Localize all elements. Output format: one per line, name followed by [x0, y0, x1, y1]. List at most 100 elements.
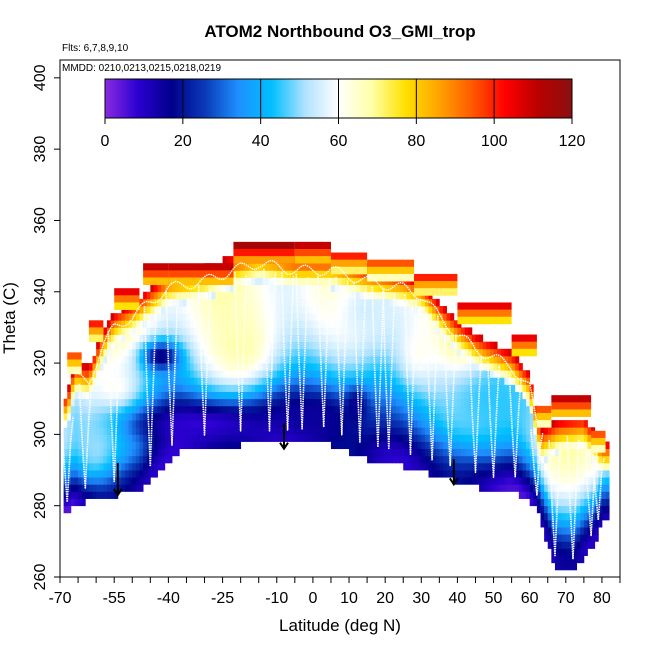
heatmap-cell	[132, 434, 137, 442]
heatmap-cell	[576, 477, 581, 485]
heatmap-cell	[143, 370, 148, 378]
heatmap-cell	[106, 377, 111, 385]
heatmap-cell	[421, 420, 426, 428]
heatmap-cell	[273, 313, 278, 321]
heatmap-cell	[164, 427, 169, 435]
heatmap-cell	[341, 398, 346, 407]
heatmap-cell	[74, 420, 79, 428]
heatmap-cell	[352, 412, 357, 421]
heatmap-cell	[381, 284, 386, 293]
heatmap-cell	[193, 334, 198, 343]
heatmap-cell	[146, 455, 151, 464]
heatmap-cell	[175, 427, 180, 435]
heatmap-cell	[294, 412, 299, 421]
heatmap-cell	[359, 348, 364, 357]
heatmap-cell	[330, 391, 335, 400]
heatmap-cell	[110, 398, 115, 407]
heatmap-cell	[500, 477, 505, 485]
heatmap-cell	[146, 291, 151, 300]
heatmap-cell	[540, 427, 545, 435]
heatmap-cell	[356, 441, 361, 450]
heatmap-cell	[294, 370, 299, 378]
heatmap-cell	[330, 291, 335, 300]
heatmap-cell	[417, 398, 422, 407]
heatmap-cell	[388, 355, 393, 364]
heatmap-cell	[316, 320, 321, 328]
heatmap-cell	[110, 484, 115, 492]
heatmap-cell	[316, 348, 321, 357]
heatmap-cell	[518, 391, 523, 400]
heatmap-cell	[457, 398, 462, 407]
heatmap-cell	[551, 505, 556, 514]
heatmap-cell	[302, 334, 307, 343]
heatmap-cell	[81, 441, 86, 450]
heatmap-cell	[565, 427, 570, 435]
y-tick-label: 360	[32, 207, 49, 234]
heatmap-cell	[74, 455, 79, 464]
heatmap-cell	[504, 484, 509, 492]
heatmap-cell	[345, 391, 350, 400]
heatmap-cell	[110, 370, 115, 378]
heatmap-cell	[200, 313, 205, 321]
heatmap-cell	[504, 420, 509, 428]
heatmap-cell	[367, 306, 372, 314]
heatmap-cell	[374, 384, 379, 392]
heatmap-cell	[139, 398, 144, 407]
heatmap-cell	[157, 427, 162, 435]
heatmap-cell	[218, 348, 223, 357]
heatmap-cell	[135, 341, 140, 350]
heatmap-cell	[435, 334, 440, 343]
heatmap-cell	[421, 398, 426, 407]
heatmap-cell	[515, 355, 520, 364]
heatmap-cell	[110, 462, 115, 471]
heatmap-cell	[406, 327, 411, 335]
heatmap-cell	[421, 462, 426, 471]
heatmap-cell	[583, 491, 588, 499]
heatmap-cell	[580, 420, 585, 428]
heatmap-cell	[587, 448, 592, 457]
heatmap-cell	[554, 427, 559, 435]
heatmap-cell	[164, 348, 169, 357]
heatmap-cell	[251, 412, 256, 421]
heatmap-cell	[175, 441, 180, 450]
heatmap-cell	[280, 334, 285, 343]
heatmap-cell	[601, 477, 606, 485]
heatmap-cell	[255, 277, 260, 286]
heatmap-cell	[276, 427, 281, 435]
heatmap-cell	[273, 327, 278, 335]
heatmap-cell	[497, 348, 502, 357]
heatmap-cell	[179, 348, 184, 357]
heatmap-cell	[294, 313, 299, 321]
heatmap-cell	[464, 341, 469, 350]
colorbar-tick-label: 80	[407, 133, 425, 150]
heatmap-cell	[200, 434, 205, 442]
heatmap-cell	[341, 348, 346, 357]
heatmap-cell	[168, 377, 173, 385]
x-tick-label: 20	[376, 590, 394, 607]
heatmap-cell	[464, 327, 469, 335]
heatmap-cell	[114, 363, 119, 371]
heatmap-cell	[233, 370, 238, 378]
heatmap-cell	[226, 327, 231, 335]
heatmap-cell	[580, 541, 585, 549]
heatmap-cell	[569, 470, 574, 478]
heatmap-cell	[594, 512, 599, 521]
heatmap-cell	[569, 491, 574, 499]
heatmap-cell	[110, 327, 115, 335]
heatmap-cell	[244, 270, 249, 278]
heatmap-cell	[182, 320, 187, 328]
heatmap-cell	[128, 398, 133, 407]
heatmap-cell	[591, 519, 596, 528]
heatmap-cell	[515, 384, 520, 392]
heatmap-cell	[439, 455, 444, 464]
heatmap-cell	[88, 405, 93, 414]
heatmap-cell	[70, 491, 75, 499]
heatmap-cell	[103, 377, 108, 385]
heatmap-cell	[468, 412, 473, 421]
heatmap-cell	[327, 412, 332, 421]
heatmap-cell	[74, 377, 79, 385]
heatmap-cell	[294, 327, 299, 335]
heatmap-cell	[497, 391, 502, 400]
heatmap-cell	[218, 306, 223, 314]
heatmap-cell	[421, 320, 426, 328]
